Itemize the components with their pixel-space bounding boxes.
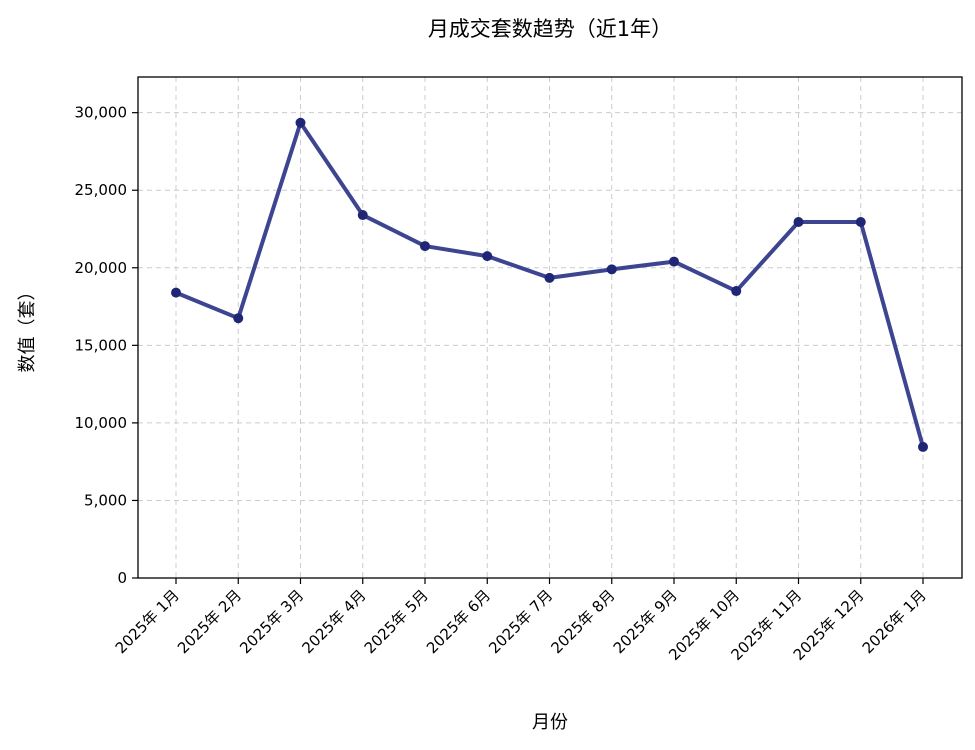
data-point xyxy=(918,441,928,452)
data-point xyxy=(233,313,244,324)
x-tick-label: 2025年 2月 xyxy=(174,586,245,657)
y-tick-label: 15,000 xyxy=(75,336,128,354)
y-tick-label: 0 xyxy=(117,569,127,587)
x-tick-label: 2025年 1月 xyxy=(112,586,183,657)
data-point xyxy=(669,256,679,267)
y-tick-label: 25,000 xyxy=(75,181,128,199)
data-point xyxy=(544,272,555,283)
data-point xyxy=(171,287,181,298)
x-tick-label: 2026年 1月 xyxy=(859,586,930,657)
x-tick-label: 2025年 4月 xyxy=(299,586,370,657)
x-tick-label: 2025年 6月 xyxy=(423,586,494,657)
data-point xyxy=(420,241,430,252)
x-tick-label: 2025年 7月 xyxy=(485,586,556,657)
y-tick-label: 20,000 xyxy=(75,259,128,277)
y-axis: 0 5,000 10,000 15,000 20,000 25,000 30,000 xyxy=(75,104,138,587)
x-axis-title: 月份 xyxy=(532,712,568,733)
chart-title: 月成交套数趋势（近1年） xyxy=(428,17,672,41)
data-point xyxy=(295,117,306,128)
data-point xyxy=(357,210,368,221)
data-point xyxy=(606,264,617,275)
data-point xyxy=(855,217,866,228)
data-point xyxy=(731,286,742,297)
series-layer xyxy=(171,117,928,452)
y-tick-label: 10,000 xyxy=(75,414,128,432)
y-tick-label: 5,000 xyxy=(84,491,127,509)
y-axis-title: 数值（套） xyxy=(17,283,38,373)
x-tick-label: 2025年 8月 xyxy=(548,586,619,657)
data-point xyxy=(482,251,493,262)
grid xyxy=(138,77,962,578)
x-tick-label: 2025年 3月 xyxy=(236,586,307,657)
y-tick-label: 30,000 xyxy=(75,104,128,122)
data-point xyxy=(793,217,804,228)
x-tick-label: 2025年 5月 xyxy=(361,586,432,657)
